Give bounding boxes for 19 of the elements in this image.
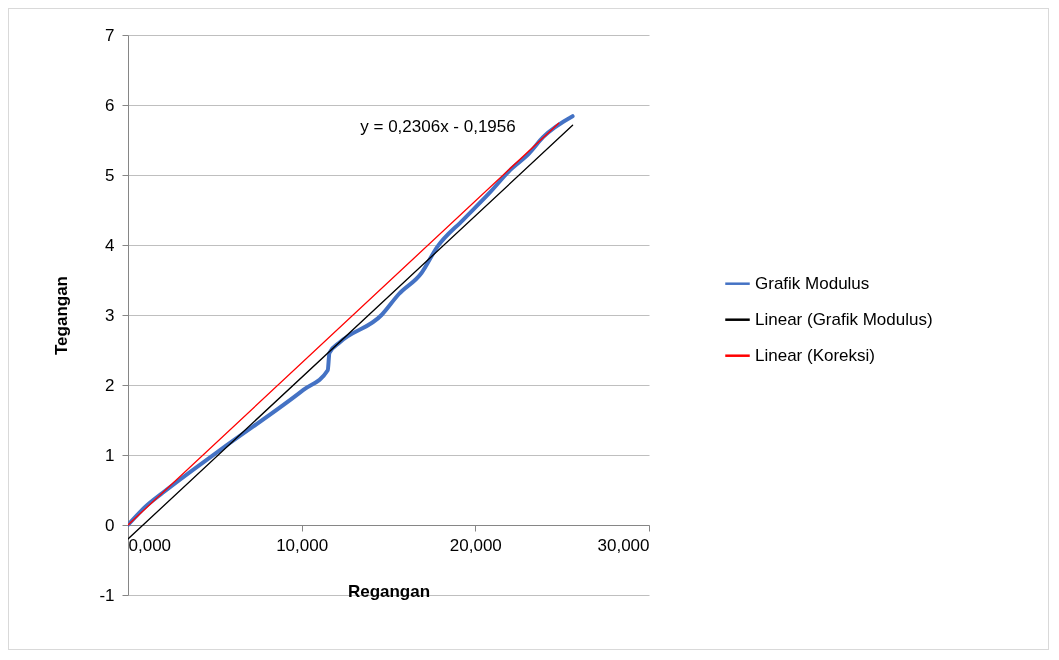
y-tick-label: 0 bbox=[105, 515, 115, 535]
x-tick-label: 20,000 bbox=[449, 535, 502, 555]
y-tick-label: 5 bbox=[105, 165, 115, 185]
y-tick-label: 1 bbox=[105, 445, 115, 465]
legend-label: Grafik Modulus bbox=[755, 273, 870, 293]
y-axis-title: Tegangan bbox=[52, 275, 72, 356]
x-axis-title: Regangan bbox=[347, 581, 431, 601]
legend-label: Linear (Grafik Modulus) bbox=[755, 309, 933, 329]
x-tick-label: 0,000 bbox=[128, 535, 172, 555]
y-tick-label: 2 bbox=[105, 375, 115, 395]
annotation: y = 0,2306x - 0,1956 bbox=[360, 117, 516, 137]
y-tick-label: 4 bbox=[105, 235, 115, 255]
legend-label: Linear (Koreksi) bbox=[755, 345, 875, 365]
y-tick-label: 6 bbox=[105, 95, 115, 115]
x-tick-label: 30,000 bbox=[597, 535, 650, 555]
y-tick-label: 3 bbox=[105, 305, 115, 325]
x-tick-label: 10,000 bbox=[276, 535, 329, 555]
y-tick-label: -1 bbox=[99, 585, 115, 605]
y-tick-label: 7 bbox=[105, 25, 115, 45]
